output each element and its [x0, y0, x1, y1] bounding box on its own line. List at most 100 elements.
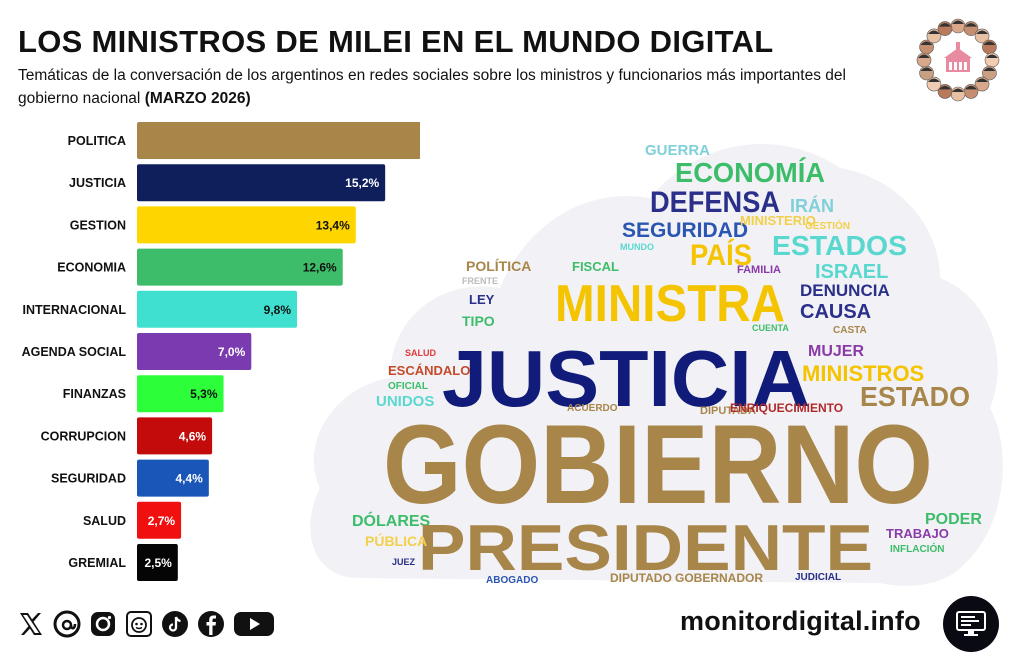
cloud-shape [310, 144, 1003, 586]
bar-value-label: 15,2% [345, 176, 379, 190]
bar-value-label: 7,0% [218, 345, 246, 359]
bar [137, 122, 420, 159]
cloud-word: GUERRA [645, 142, 710, 159]
face-hair [976, 30, 989, 34]
cloud-word: ECONOMÍA [675, 157, 825, 188]
bar-value-label: 4,4% [175, 472, 203, 486]
category-label: INTERNACIONAL [23, 303, 127, 317]
cloud-word: JUDICIAL [795, 572, 841, 583]
site-url[interactable]: monitordigital.info [680, 606, 921, 636]
threads-icon[interactable] [52, 609, 82, 639]
cloud-word: DEFENSA [650, 186, 780, 219]
cloud-word: UNIDOS [376, 393, 434, 410]
bar-value-label: 2,7% [148, 514, 176, 528]
kick-icon[interactable] [124, 609, 154, 639]
cloud-word: MINISTROS [802, 361, 924, 386]
face-hair [927, 30, 940, 34]
face-hair [965, 23, 978, 27]
cloud-word: JUEZ [392, 557, 416, 567]
cloud-word: ABOGADO [486, 575, 538, 586]
x-icon[interactable] [16, 609, 46, 639]
cloud-word: POLÍTICA [466, 258, 531, 274]
category-label: POLITICA [68, 134, 126, 148]
cloud-word: MINISTERIO [740, 213, 816, 228]
page-subtitle: Temáticas de la conversación de los arge… [18, 64, 898, 110]
cloud-word: MUNDO [620, 242, 654, 252]
category-label: SEGURIDAD [51, 472, 126, 486]
cloud-word: ESTADO [860, 381, 970, 412]
category-label: AGENDA SOCIAL [22, 345, 127, 359]
facebook-icon[interactable] [196, 609, 226, 639]
cloud-word: INFLACIÓN [890, 542, 944, 555]
face-hair [920, 67, 933, 72]
bar-value-label: 5,3% [190, 387, 218, 401]
bar [137, 248, 343, 286]
bar [137, 417, 213, 455]
cloud-word: CUENTA [752, 323, 789, 333]
face-hair [927, 78, 940, 83]
cloud-word: GESTIÓN [805, 219, 850, 232]
bar-value-label: 2,5% [144, 556, 172, 570]
bar-value-label: 9,8% [264, 303, 292, 317]
cloud-word: TIPO [462, 313, 495, 329]
face-hair [952, 88, 964, 92]
cloud-word: DIPUTADO [610, 571, 672, 585]
cloud-word: LEY [469, 292, 495, 307]
instagram-icon[interactable] [88, 609, 118, 639]
subtitle-period: (MARZO 2026) [144, 90, 251, 107]
cloud-word: CAUSA [800, 301, 871, 323]
bar [137, 290, 298, 328]
bar [137, 501, 182, 539]
cloud-word: MINISTRA [555, 275, 785, 333]
cloud-word: ISRAEL [815, 261, 888, 283]
cloud-word: SALUD [405, 348, 436, 358]
cloud-word: PODER [925, 511, 982, 528]
cloud-word: SEGURIDAD [622, 219, 748, 242]
category-label: GESTION [70, 218, 126, 232]
tiktok-icon[interactable] [160, 609, 190, 639]
subtitle-text: Temáticas de la conversación de los arge… [18, 67, 846, 107]
cloud-word: ESCÁNDALO [388, 363, 470, 378]
face-hair [983, 67, 996, 72]
category-label: GREMIAL [68, 556, 126, 570]
category-label: ECONOMIA [57, 261, 126, 275]
face-hair [918, 54, 930, 58]
face-hair [986, 54, 998, 58]
cloud-word: FAMILIA [737, 264, 781, 276]
face-hair [965, 85, 978, 90]
cloud-word: GOBERNADOR [675, 571, 763, 585]
face-hair [983, 41, 996, 45]
cloud-word: TRABAJO [886, 526, 949, 541]
bar [137, 375, 224, 413]
face-hair [938, 85, 951, 90]
face-hair [976, 78, 989, 83]
category-label: CORRUPCION [41, 429, 126, 443]
bar-value-label: 13,4% [316, 218, 350, 232]
cloud-word: JUSTICIA [442, 334, 810, 423]
cloud-word: PÚBLICA [365, 532, 427, 549]
youtube-icon[interactable] [232, 609, 276, 639]
cloud-word: GOBIERNO [383, 402, 933, 527]
bar [137, 459, 209, 497]
bar-value-label: 4,6% [179, 429, 207, 443]
cloud-word: FISCAL [572, 259, 619, 274]
cloud-word: PRESIDENTE [418, 511, 873, 584]
cloud-word: ENRIQUECIMIENTO [730, 401, 843, 415]
bar [137, 544, 178, 581]
cloud-word: CASTA [833, 325, 867, 336]
monitor-digital-logo-icon [943, 596, 999, 652]
social-icons-bar [16, 606, 276, 642]
cloud-word: DENUNCIA [800, 281, 890, 300]
category-label: JUSTICIA [69, 176, 126, 190]
bar-value-label: 12,6% [303, 261, 337, 275]
bar [137, 206, 356, 244]
bar [137, 333, 252, 370]
cloud-word: MUJER [808, 343, 864, 360]
page-title: LOS MINISTROS DE MILEI EN EL MUNDO DIGIT… [18, 24, 774, 59]
cloud-word: IRÁN [790, 195, 834, 216]
ministers-logo-icon [916, 18, 1000, 102]
cloud-word: FRENTE [462, 276, 498, 286]
cloud-word: OFICIAL [388, 381, 428, 392]
category-label: SALUD [83, 514, 126, 528]
